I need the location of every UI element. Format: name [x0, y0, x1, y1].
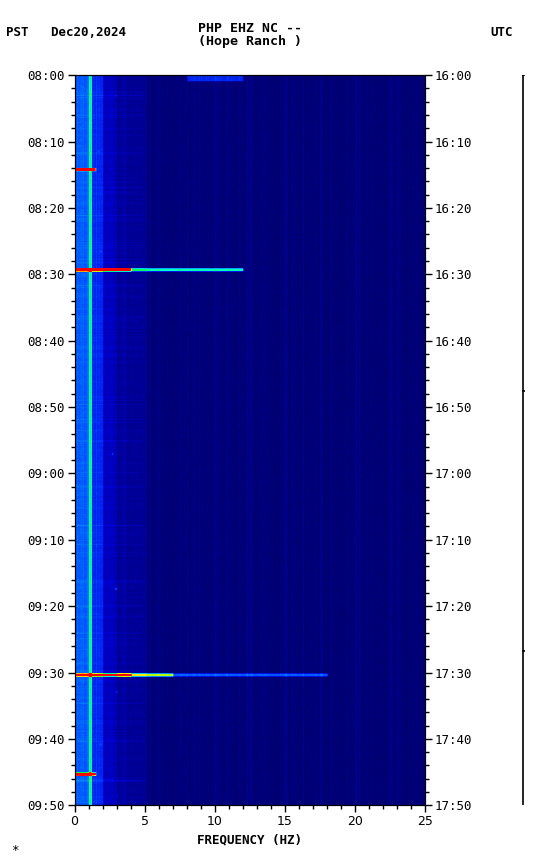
- Text: *: *: [11, 844, 19, 857]
- X-axis label: FREQUENCY (HZ): FREQUENCY (HZ): [197, 834, 302, 847]
- Text: PST   Dec20,2024: PST Dec20,2024: [6, 26, 125, 39]
- Text: (Hope Ranch ): (Hope Ranch ): [198, 35, 301, 48]
- Text: PHP EHZ NC --: PHP EHZ NC --: [198, 22, 301, 35]
- Text: UTC: UTC: [491, 26, 513, 39]
